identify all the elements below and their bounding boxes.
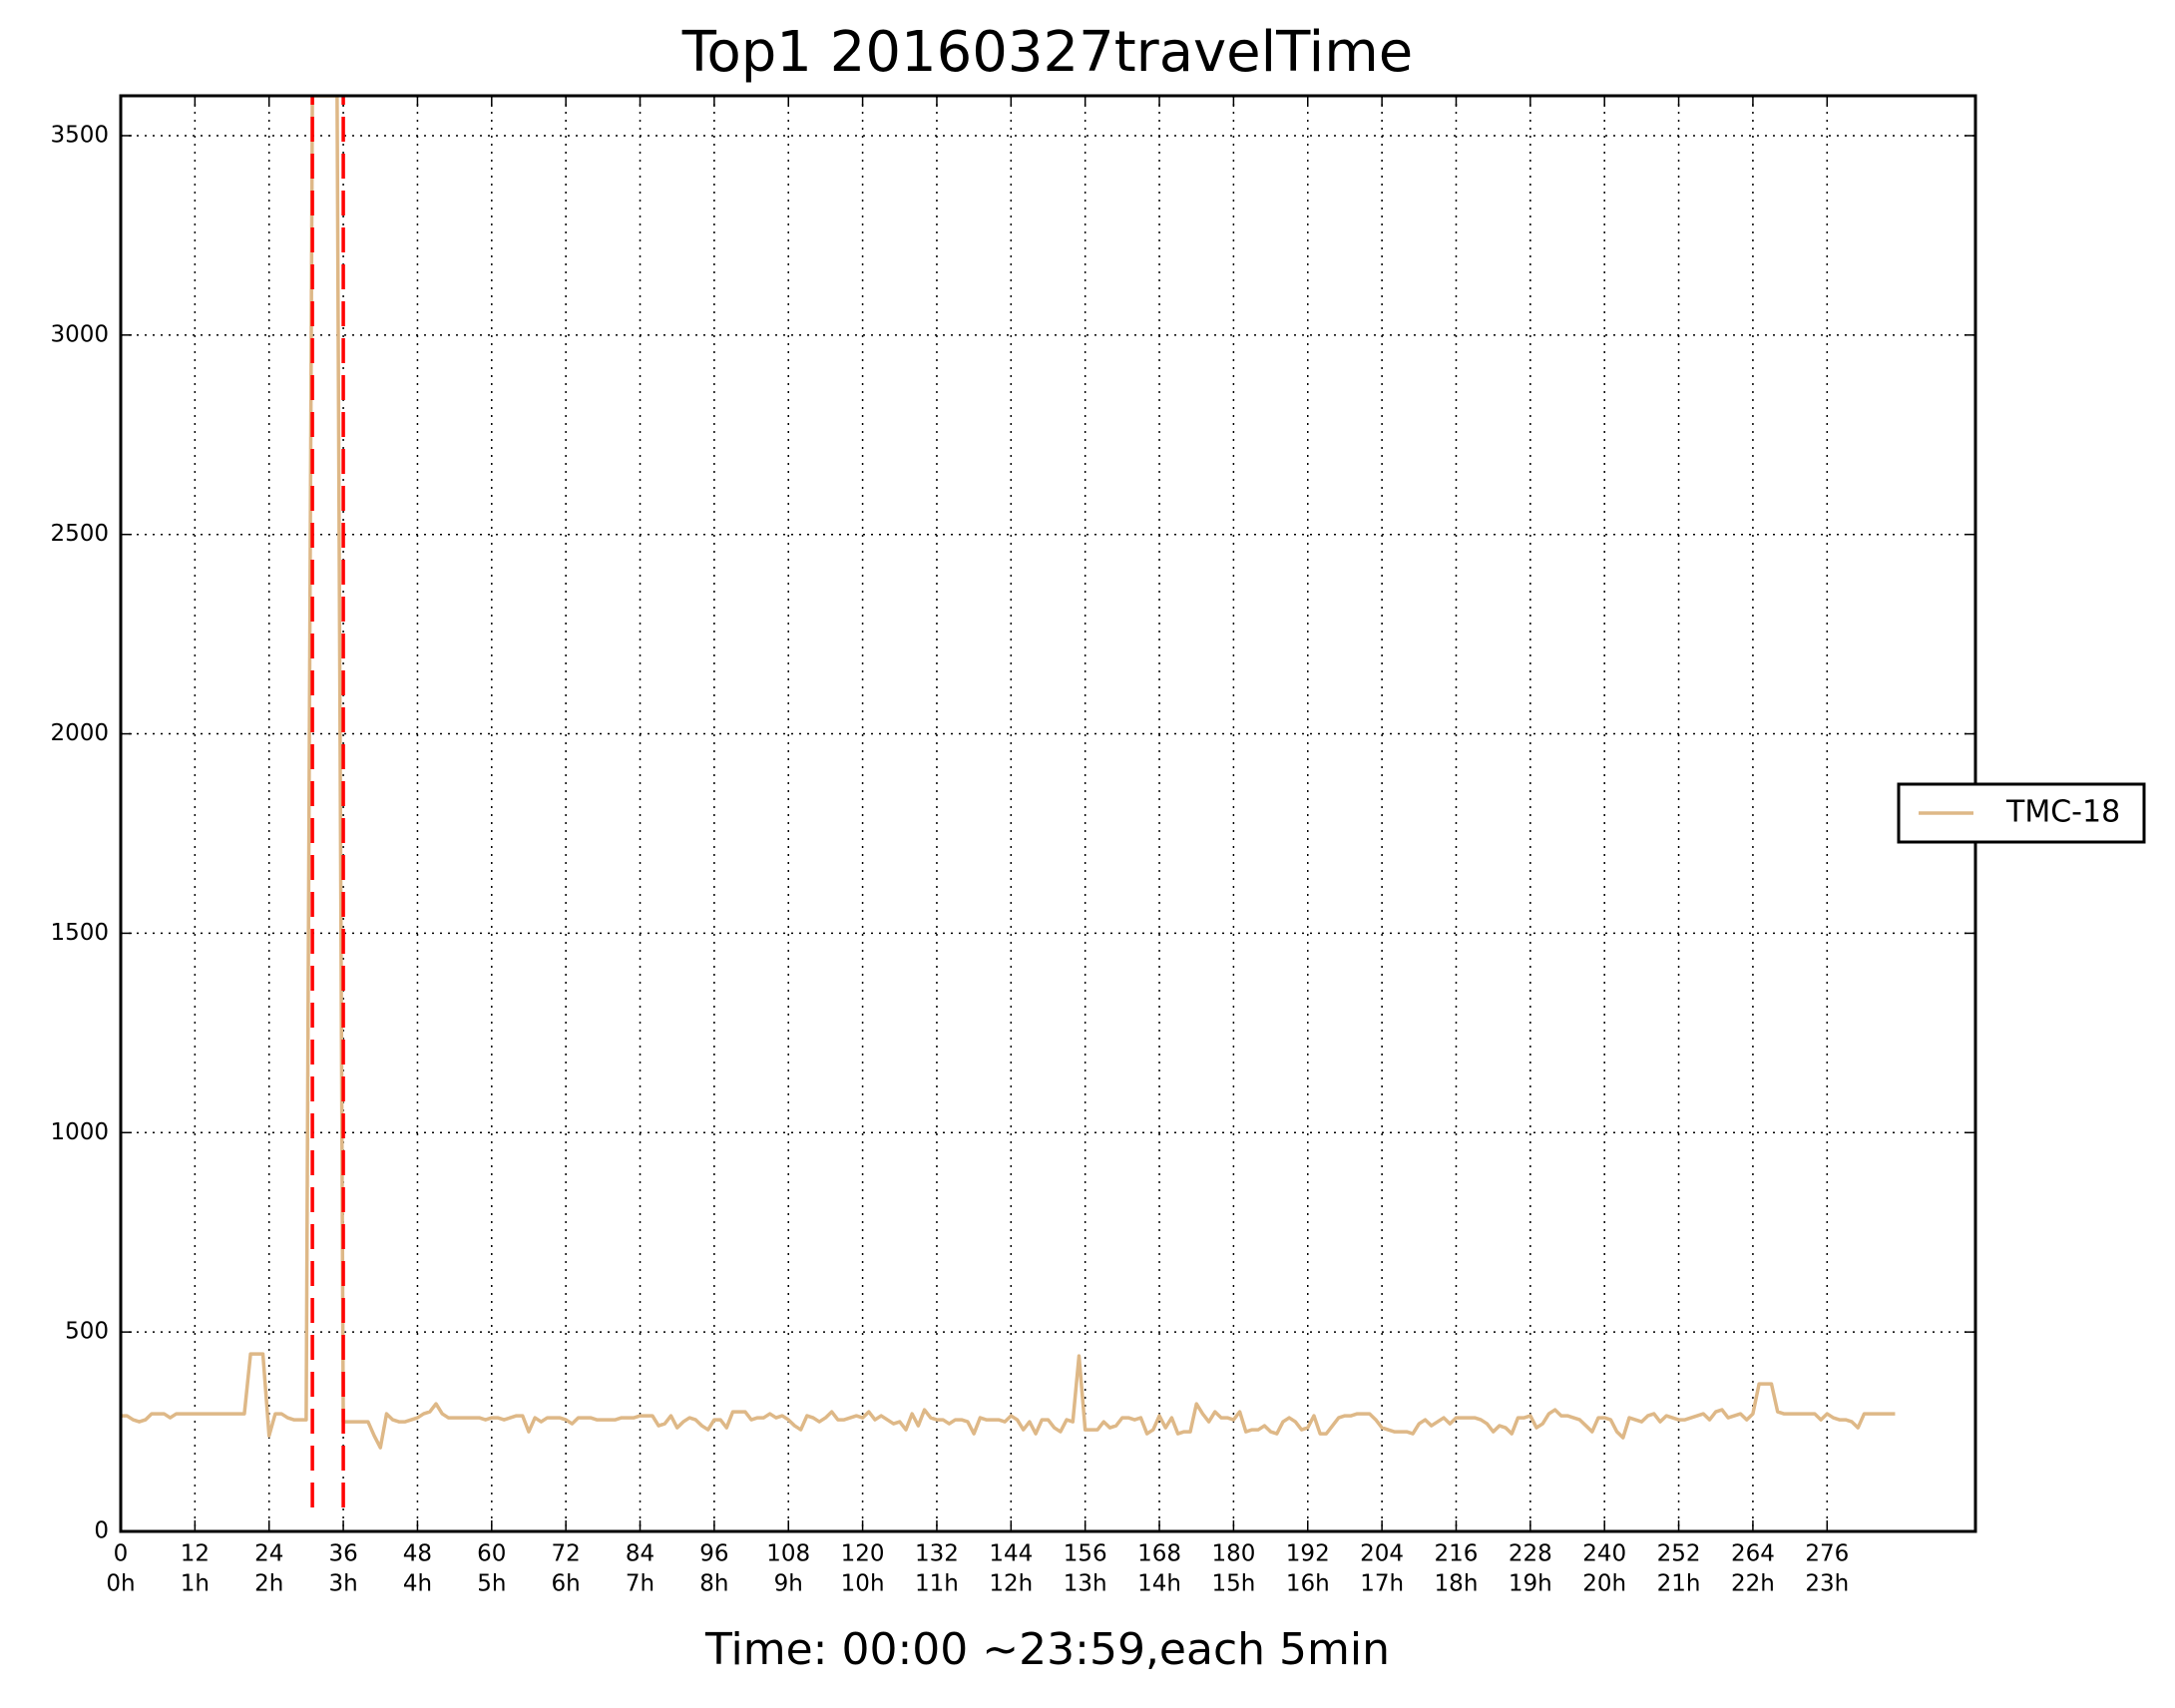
x-tick-label: 15h [1211, 1571, 1255, 1597]
data-line [121, 96, 1896, 1450]
y-tick-label: 0 [94, 1518, 109, 1544]
x-tick-label: 192 [1286, 1541, 1330, 1567]
x-tick-label: 108 [766, 1541, 810, 1567]
y-tick-label: 3000 [50, 321, 109, 347]
x-tick-label: 120 [841, 1541, 885, 1567]
chart-title: Top1 20160327travelTime [681, 20, 1413, 85]
x-tick-label: 24 [254, 1541, 283, 1567]
x-tick-label: 252 [1657, 1541, 1701, 1567]
x-tick-label: 8h [699, 1571, 728, 1597]
x-tick-label: 144 [989, 1541, 1033, 1567]
x-tick-label: 228 [1509, 1541, 1552, 1567]
y-tick-label: 1000 [50, 1119, 109, 1145]
x-tick-label: 5h [477, 1571, 506, 1597]
x-tick-label: 204 [1360, 1541, 1404, 1567]
x-tick-label: 14h [1137, 1571, 1181, 1597]
x-tick-label: 216 [1435, 1541, 1479, 1567]
x-tick-label: 132 [915, 1541, 959, 1567]
x-tick-label: 1h [181, 1571, 210, 1597]
x-tick-label: 11h [915, 1571, 959, 1597]
x-tick-label: 19h [1509, 1571, 1552, 1597]
x-tick-label: 23h [1805, 1571, 1849, 1597]
x-tick-label: 0 [114, 1541, 129, 1567]
plot-area [121, 96, 1896, 1508]
x-tick-label: 180 [1211, 1541, 1255, 1567]
x-tick-label: 264 [1731, 1541, 1775, 1567]
x-tick-label: 48 [403, 1541, 432, 1567]
y-tick-label: 3500 [50, 122, 109, 148]
x-tick-label: 2h [254, 1571, 283, 1597]
y-tick-label: 2000 [50, 720, 109, 746]
x-tick-label: 7h [626, 1571, 654, 1597]
x-tick-label: 10h [841, 1571, 885, 1597]
x-tick-label: 156 [1064, 1541, 1107, 1567]
x-tick-label: 22h [1731, 1571, 1775, 1597]
x-tick-label: 12 [181, 1541, 210, 1567]
x-tick-label: 0h [106, 1571, 135, 1597]
x-tick-label: 240 [1582, 1541, 1626, 1567]
y-tick-label: 2500 [50, 521, 109, 547]
y-tick-label: 500 [65, 1319, 109, 1345]
x-tick-label: 17h [1360, 1571, 1404, 1597]
y-tick-label: 1500 [50, 920, 109, 946]
x-tick-label: 3h [328, 1571, 357, 1597]
x-tick-label: 96 [699, 1541, 728, 1567]
x-tick-label: 21h [1657, 1571, 1701, 1597]
x-tick-label: 13h [1064, 1571, 1107, 1597]
x-tick-label: 84 [626, 1541, 654, 1567]
x-tick-label: 20h [1582, 1571, 1626, 1597]
x-axis-label: Time: 00:00 ~23:59,each 5min [704, 1624, 1390, 1675]
x-tick-label: 60 [477, 1541, 506, 1567]
x-tick-label: 16h [1286, 1571, 1330, 1597]
x-tick-label: 18h [1435, 1571, 1479, 1597]
x-tick-label: 12h [989, 1571, 1033, 1597]
x-tick-label: 168 [1137, 1541, 1181, 1567]
x-tick-label: 36 [328, 1541, 357, 1567]
x-tick-label: 72 [552, 1541, 581, 1567]
x-tick-label: 9h [774, 1571, 803, 1597]
x-tick-label: 276 [1805, 1541, 1849, 1567]
x-tick-label: 6h [552, 1571, 581, 1597]
x-tick-label: 4h [403, 1571, 432, 1597]
legend-label: TMC-18 [2005, 795, 2120, 830]
